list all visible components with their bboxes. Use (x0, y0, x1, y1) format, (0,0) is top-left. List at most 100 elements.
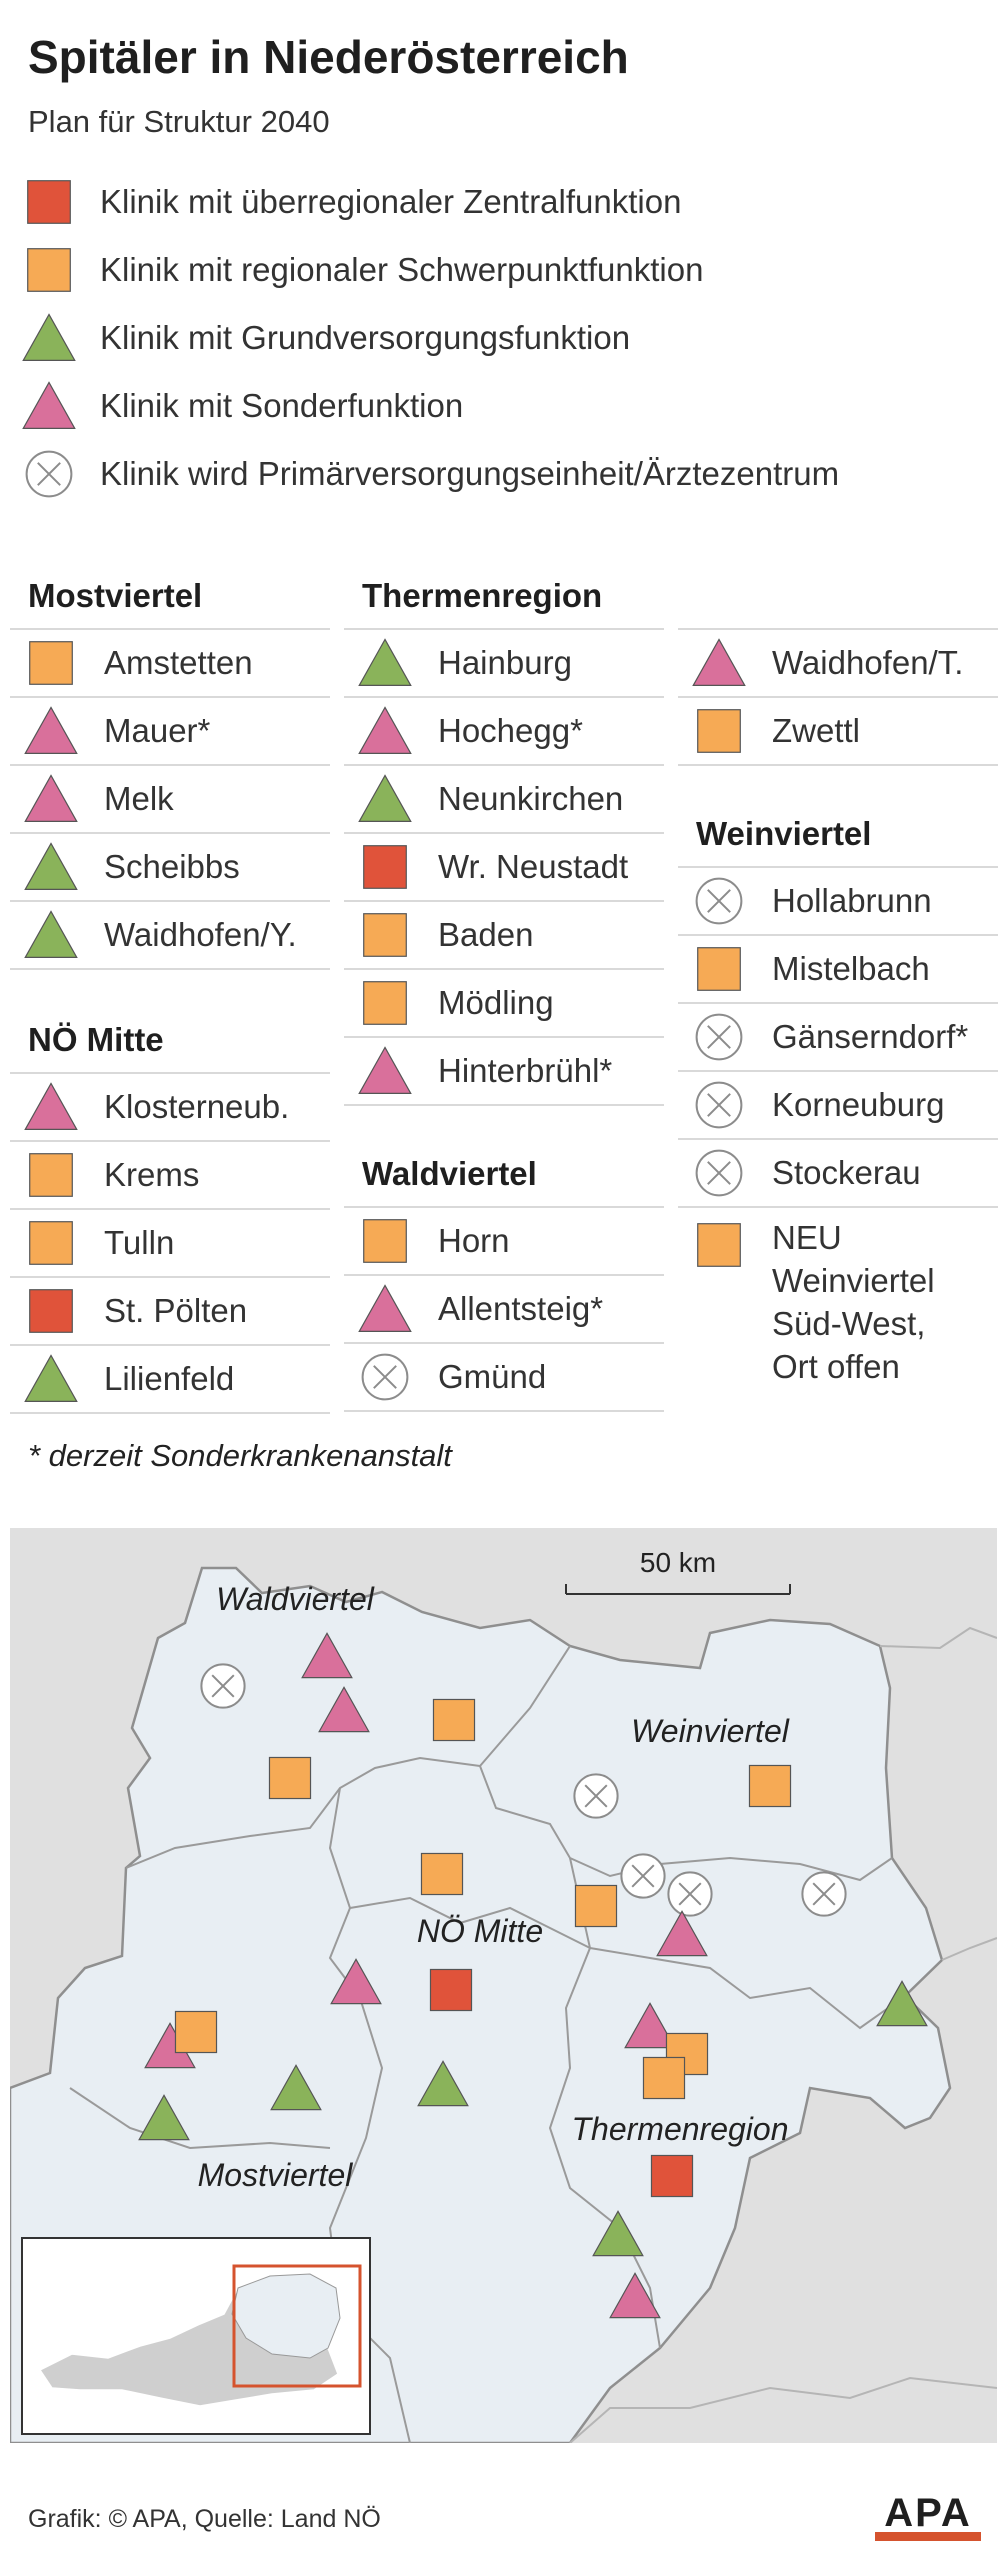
map-marker-pve (801, 1871, 847, 1917)
map-marker-regional (268, 1756, 312, 1800)
map-marker-sonder (301, 1632, 353, 1679)
apa-logo-text: APA (884, 2491, 971, 2535)
region-heading-weinviertel: Weinviertel (678, 798, 998, 868)
hospital-row: St. Pölten (10, 1278, 330, 1346)
square-icon (22, 1282, 80, 1340)
square-icon (356, 1212, 414, 1270)
legend-item-zentral: Klinik mit überregionaler Zentralfunktio… (20, 168, 980, 236)
hospital-name: Melk (104, 780, 174, 817)
square-icon (356, 838, 414, 896)
lower-austria-highlight (231, 2273, 341, 2359)
triangle-icon (22, 1350, 80, 1408)
map-marker-zentral (429, 1968, 473, 2012)
square-icon (690, 940, 748, 998)
hospital-name: Hainburg (438, 644, 572, 681)
map-marker-regional (748, 1764, 792, 1808)
region-heading-noe-mitte: NÖ Mitte (10, 1004, 330, 1074)
square-icon (690, 1216, 748, 1274)
hospital-row: Klosterneub. (10, 1074, 330, 1142)
map-marker-grund (417, 2060, 469, 2107)
hospital-row: Lilienfeld (10, 1346, 330, 1414)
triangle-icon (22, 1078, 80, 1136)
legend-item-pve: Klinik wird Primärversorgungseinheit/Ärz… (20, 440, 980, 508)
hospital-row: Krems (10, 1142, 330, 1210)
square-icon (356, 974, 414, 1032)
hospital-row: Mistelbach (678, 936, 998, 1004)
hospital-row: Horn (344, 1208, 664, 1276)
hospital-name: Hollabrunn (772, 882, 932, 919)
map-marker-sonder (656, 1910, 708, 1957)
hospital-name: Tulln (104, 1224, 175, 1261)
hospital-row: Korneuburg (678, 1072, 998, 1140)
hospital-name: Wr. Neustadt (438, 848, 629, 885)
hospital-row: Amstetten (10, 630, 330, 698)
hospital-name: Horn (438, 1222, 510, 1259)
hospital-name: Zwettl (772, 712, 861, 749)
triangle-icon (356, 1042, 414, 1100)
map-marker-sonder (624, 2002, 676, 2049)
map-area: 50 km Waldviertel Weinviertel NÖ Mitte T… (10, 1528, 997, 2443)
hospital-row: Waidhofen/Y. (10, 902, 330, 970)
map-label-noe-mitte: NÖ Mitte (417, 1913, 543, 1949)
inset-focus-frame (232, 2264, 362, 2388)
region-heading-mostviertel: Mostviertel (10, 560, 330, 630)
map-markers (138, 1632, 928, 2319)
hospital-row: Mauer* (10, 698, 330, 766)
hospital-row: Gänserndorf* (678, 1004, 998, 1072)
hospital-name: Gänserndorf* (772, 1018, 969, 1055)
column-1: Mostviertel Amstetten Mauer* Melk Scheib… (10, 560, 330, 1414)
hospital-row: Hochegg* (344, 698, 664, 766)
hospital-row: Stockerau (678, 1140, 998, 1208)
triangle-icon (22, 702, 80, 760)
hospital-row: Neunkirchen (344, 766, 664, 834)
hospital-name: NEU Weinviertel Süd-West, Ort offen (772, 1219, 935, 1385)
triangle-icon (356, 702, 414, 760)
scale-bar: 50 km (565, 1547, 791, 1595)
triangle-icon (22, 838, 80, 896)
hospital-name: Korneuburg (772, 1086, 945, 1123)
hospital-row: NEU Weinviertel Süd-West, Ort offen (678, 1208, 998, 1388)
circle-x-icon (690, 1008, 748, 1066)
triangle-icon (22, 770, 80, 828)
legend-label: Klinik wird Primärversorgungseinheit/Ärz… (100, 455, 840, 492)
legend-label: Klinik mit regionaler Schwerpunktfunktio… (100, 251, 704, 288)
map-marker-regional (432, 1698, 476, 1742)
hospital-row: Waidhofen/T. (678, 628, 998, 698)
square-icon (22, 1214, 80, 1272)
hospital-name: Baden (438, 916, 534, 953)
square-icon (690, 702, 748, 760)
circle-x-icon (690, 1144, 748, 1202)
map-label-weinviertel: Weinviertel (631, 1713, 790, 1749)
triangle-icon (690, 634, 748, 692)
hospital-name: Hinterbrühl* (438, 1052, 613, 1089)
hospital-name: Gmünd (438, 1358, 547, 1395)
apa-logo: APA (875, 2491, 981, 2541)
hospital-name: Waidhofen/T. (772, 644, 964, 681)
map-marker-pve (573, 1773, 619, 1819)
triangle-icon (20, 377, 78, 435)
circle-x-icon (356, 1348, 414, 1406)
hospital-name: Allentsteig* (438, 1290, 604, 1327)
column-3: Waidhofen/T. Zwettl Weinviertel Hollabru… (678, 628, 998, 1388)
hospital-row: Mödling (344, 970, 664, 1038)
hospital-row: Wr. Neustadt (344, 834, 664, 902)
legend-item-sonder: Klinik mit Sonderfunktion (20, 372, 980, 440)
scale-label: 50 km (640, 1547, 716, 1578)
hospital-name: Mistelbach (772, 950, 930, 987)
hospital-row: Baden (344, 902, 664, 970)
map-label-waldviertel: Waldviertel (216, 1581, 375, 1617)
column-2: Thermenregion Hainburg Hochegg* Neunkirc… (344, 560, 664, 1412)
hospital-name: Lilienfeld (104, 1360, 235, 1397)
map-marker-pve (620, 1853, 666, 1899)
triangle-icon (22, 906, 80, 964)
circle-x-icon (20, 445, 78, 503)
hospital-row: Zwettl (678, 698, 998, 766)
map-marker-zentral (650, 2154, 694, 2198)
legend-label: Klinik mit überregionaler Zentralfunktio… (100, 183, 682, 220)
region-heading-thermenregion: Thermenregion (344, 560, 664, 630)
legend-item-grund: Klinik mit Grundversorgungsfunktion (20, 304, 980, 372)
square-icon (356, 906, 414, 964)
country-borders (569, 1626, 997, 2443)
legend-label: Klinik mit Grundversorgungsfunktion (100, 319, 631, 356)
hospital-row: Hainburg (344, 630, 664, 698)
